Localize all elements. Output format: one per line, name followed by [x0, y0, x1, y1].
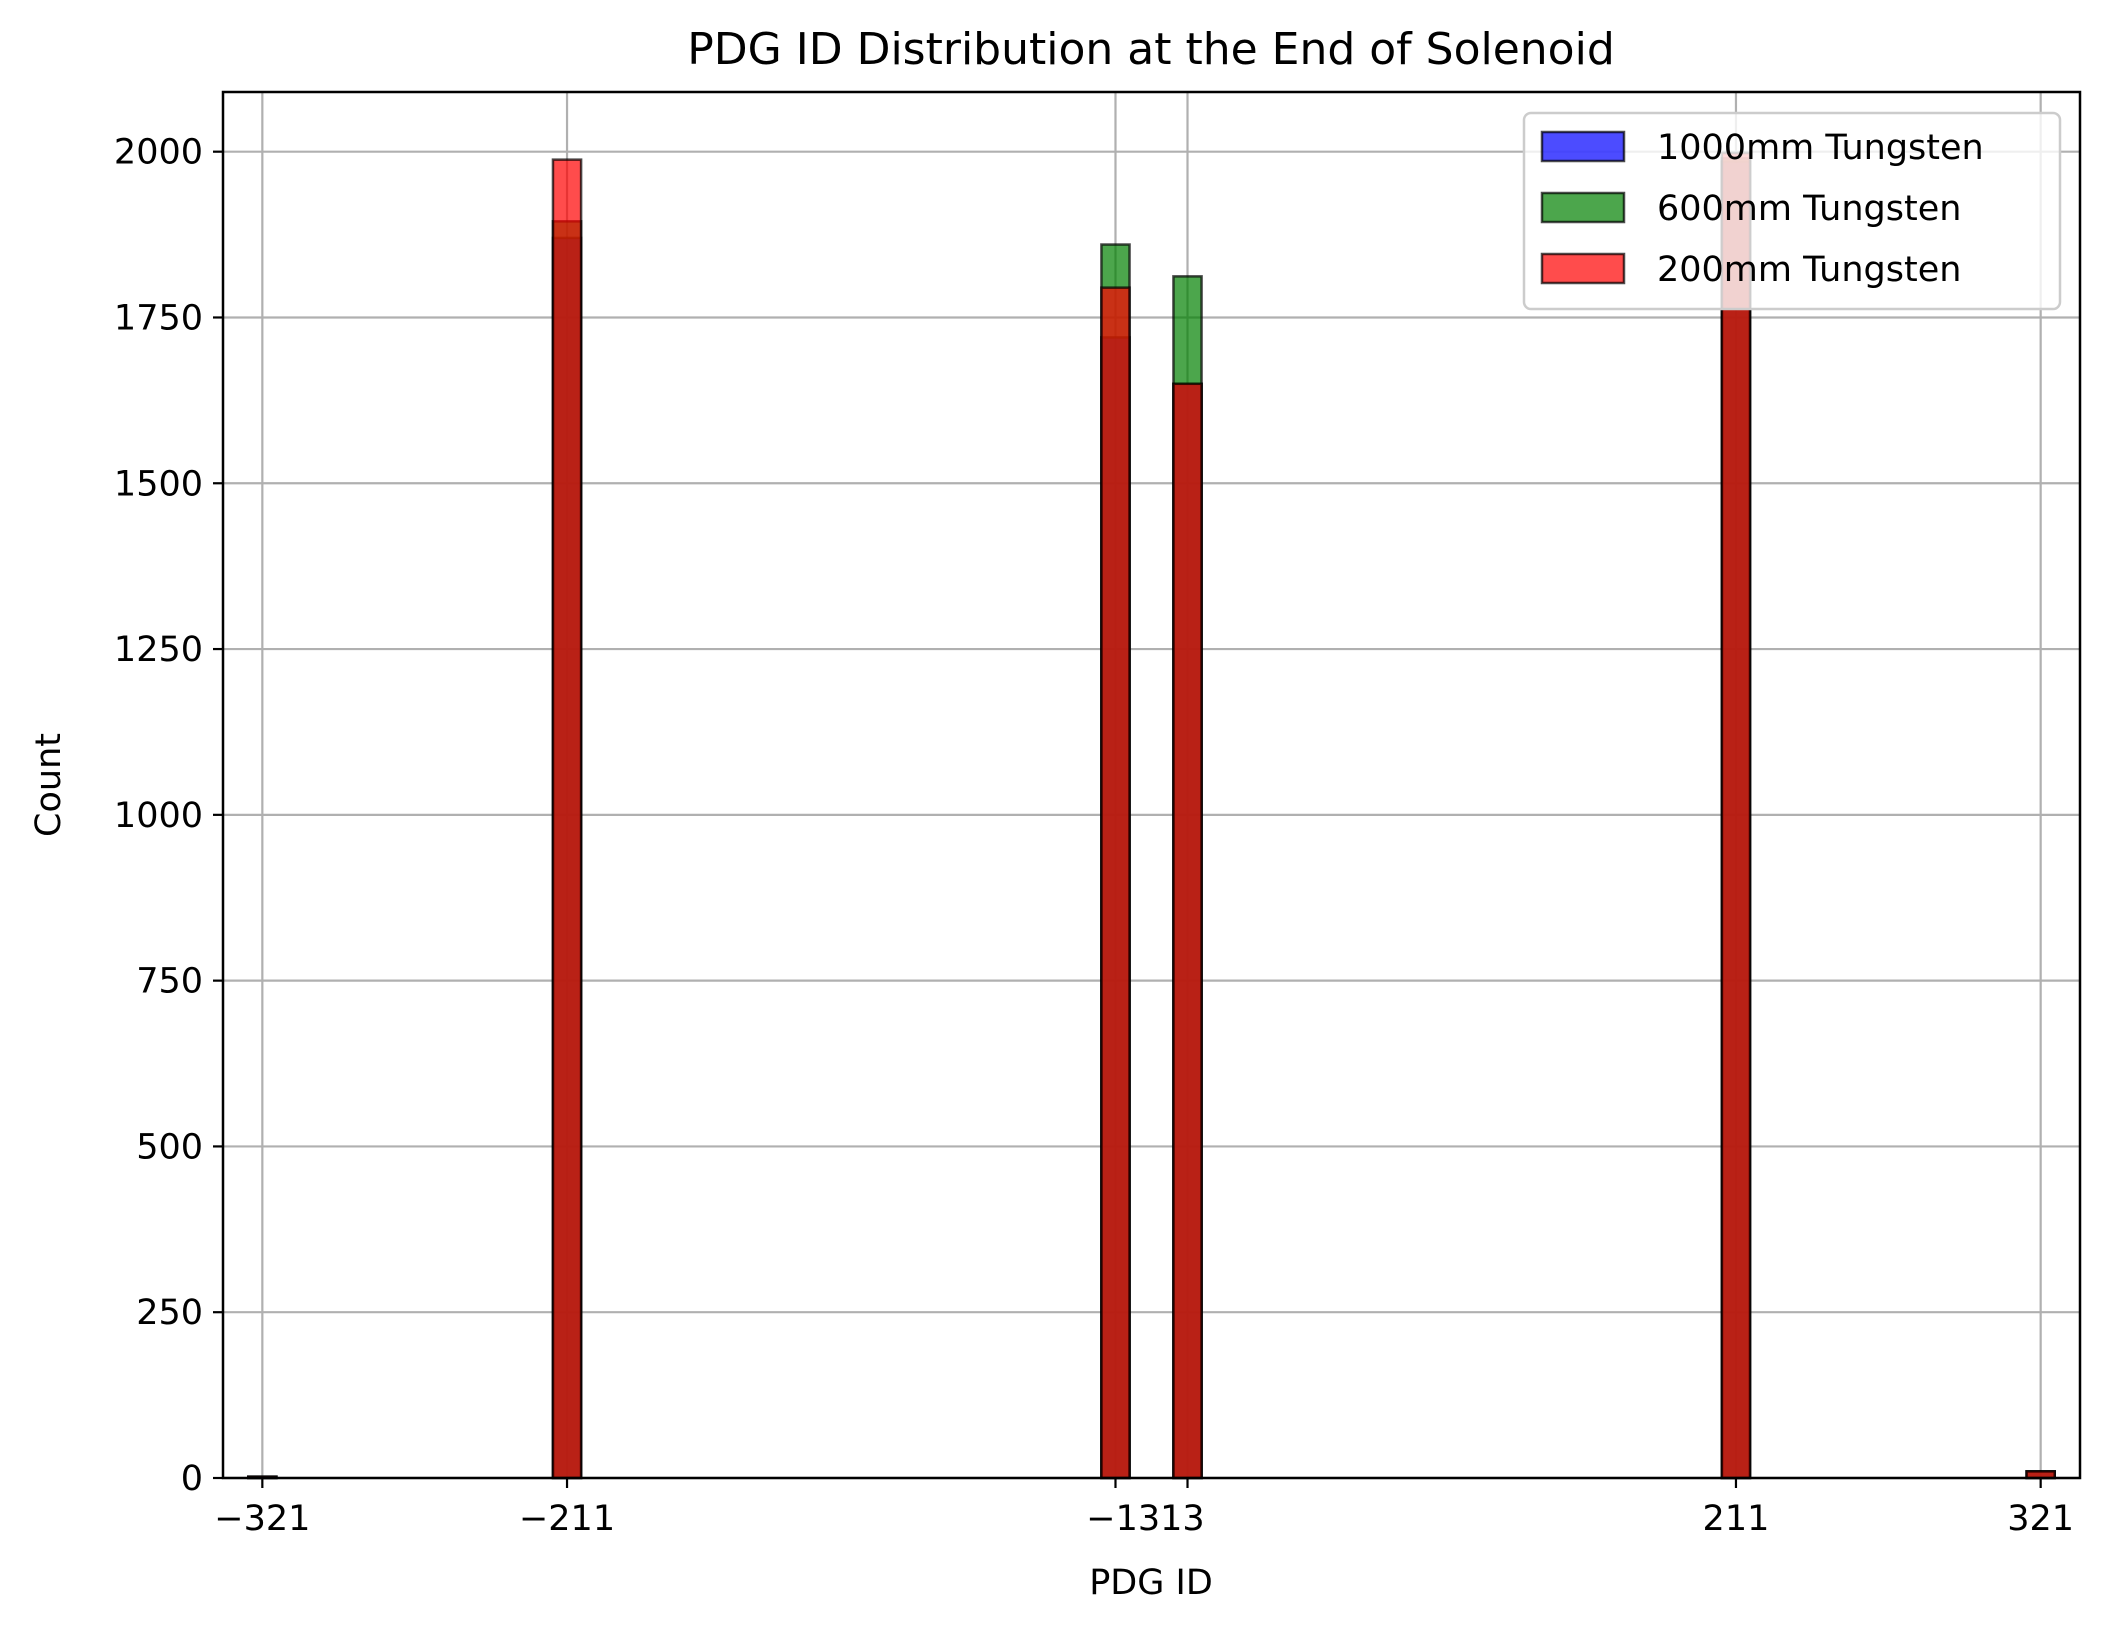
y-tick-label: 0 — [181, 1459, 203, 1499]
x-axis-label: PDG ID — [1089, 1563, 1213, 1603]
legend-swatch-200mm — [1540, 252, 1626, 285]
legend: 1000mm Tungsten 600mm Tungsten 200mm Tun… — [1522, 111, 2062, 311]
bar-series-2-bin-1 — [551, 158, 583, 1480]
y-tick-label: 1000 — [114, 796, 203, 836]
legend-label-200mm: 200mm Tungsten — [1657, 250, 1961, 290]
bar-series-2-bin-4 — [1720, 151, 1752, 1480]
y-tick-label: 500 — [136, 1127, 203, 1167]
legend-swatch-1000mm — [1540, 130, 1626, 163]
y-axis-label: Count — [29, 733, 69, 837]
x-tick-label: 211 — [1703, 1499, 1770, 1539]
x-tick-label: −321 — [214, 1499, 310, 1539]
chart-title: PDG ID Distribution at the End of Soleno… — [687, 24, 1615, 75]
y-tick-label: 750 — [136, 962, 203, 1002]
histogram-bars — [247, 151, 2056, 1480]
y-tick-label: 250 — [136, 1293, 203, 1333]
bar-series-2-bin-2 — [1100, 286, 1131, 1480]
bar-series-2-bin-3 — [1172, 382, 1203, 1480]
x-tick-label: 321 — [2007, 1499, 2074, 1539]
axis-ticks: 0 250 500 750 1000 1250 1500 1750 2000 −321 −211 21… — [114, 133, 2074, 1539]
y-tick-label: 1250 — [114, 630, 203, 670]
x-tick-label: −1313 — [1086, 1499, 1204, 1539]
legend-label-1000mm: 1000mm Tungsten — [1657, 128, 1984, 168]
y-tick-label: 2000 — [114, 133, 203, 173]
y-tick-label: 1500 — [114, 464, 203, 504]
plot-frame — [221, 90, 2082, 1480]
legend-frame — [1522, 111, 2062, 311]
y-tick-label: 1750 — [114, 298, 203, 338]
legend-swatch-600mm — [1540, 191, 1626, 224]
x-tick-label: −211 — [519, 1499, 615, 1539]
legend-label-600mm: 600mm Tungsten — [1657, 189, 1961, 229]
